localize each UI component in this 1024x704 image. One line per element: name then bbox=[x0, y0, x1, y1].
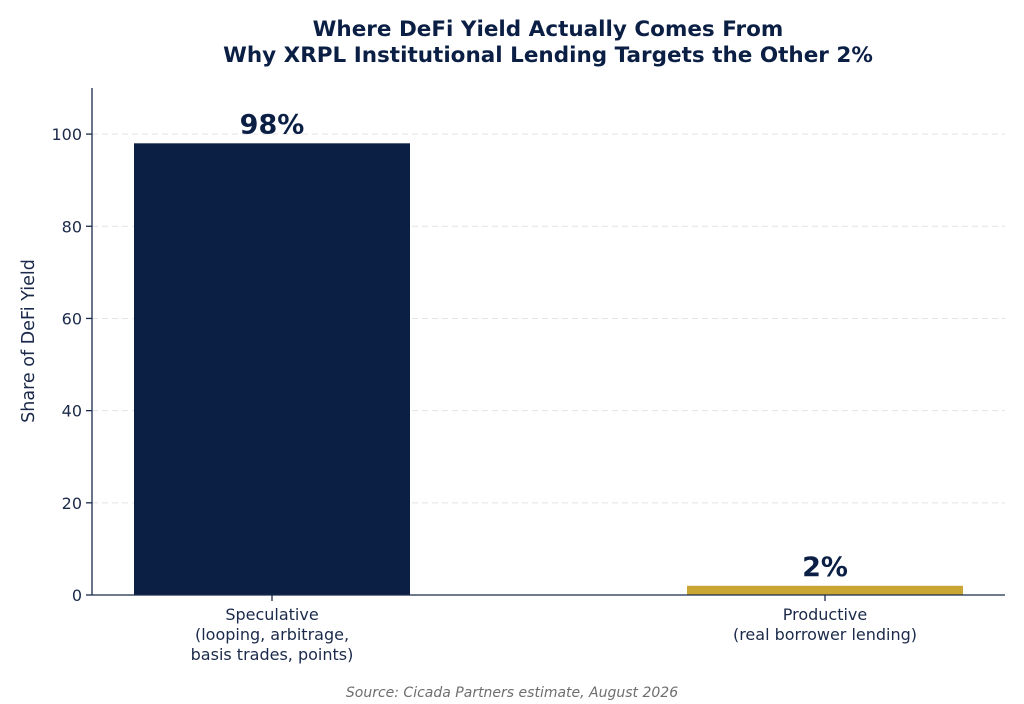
y-axis-label: Share of DeFi Yield bbox=[19, 259, 39, 423]
y-tick-label: 0 bbox=[72, 586, 82, 605]
chart-title: Where DeFi Yield Actually Comes From Why… bbox=[223, 17, 873, 68]
chart-title-line-1: Where DeFi Yield Actually Comes From bbox=[313, 17, 784, 42]
x-tick-label: (real borrower lending) bbox=[733, 625, 917, 644]
y-tick-label: 80 bbox=[62, 217, 82, 236]
y-tick-label: 40 bbox=[62, 402, 82, 421]
x-tick-label: basis trades, points) bbox=[191, 645, 354, 664]
bar-value-label: 2% bbox=[802, 552, 848, 583]
x-tick-label: (looping, arbitrage, bbox=[195, 625, 349, 644]
x-tick-label: Speculative bbox=[225, 605, 318, 624]
data-labels: 98% 2% bbox=[240, 109, 848, 582]
chart-title-line-2: Why XRPL Institutional Lending Targets t… bbox=[223, 43, 873, 68]
source-note: Source: Cicada Partners estimate, August… bbox=[346, 685, 678, 701]
y-tick-label: 20 bbox=[62, 494, 82, 513]
axes bbox=[91, 88, 1005, 596]
y-ticks: 0 20 40 60 80 100 bbox=[51, 125, 92, 605]
bar bbox=[134, 143, 410, 596]
bars bbox=[134, 143, 963, 596]
y-tick-label: 60 bbox=[62, 309, 82, 328]
bar-value-label: 98% bbox=[240, 109, 305, 140]
bar bbox=[687, 585, 963, 595]
x-tick-label: Productive bbox=[783, 605, 868, 624]
x-ticks: Speculative(looping, arbitrage,basis tra… bbox=[191, 595, 917, 664]
y-tick-label: 100 bbox=[51, 125, 82, 144]
